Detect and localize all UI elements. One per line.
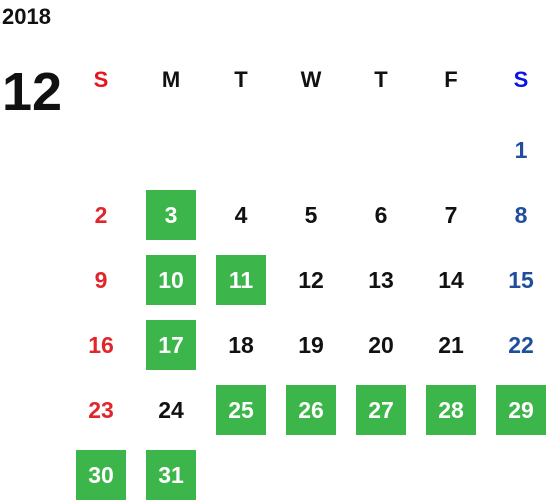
day[interactable]: 8 [514,201,528,228]
day[interactable]: 19 [298,331,324,358]
highlighted-day[interactable]: 27 [356,385,406,435]
day[interactable]: 24 [158,396,184,423]
highlighted-day[interactable]: 29 [496,385,546,435]
day[interactable]: 2 [94,201,108,228]
weekday-header: S [93,67,109,92]
day[interactable]: 6 [374,201,388,228]
day[interactable]: 4 [234,201,248,228]
highlighted-day[interactable]: 25 [216,385,266,435]
highlighted-day[interactable]: 31 [146,450,196,500]
day[interactable]: 18 [228,331,254,358]
day[interactable]: 13 [368,266,394,293]
day[interactable]: 15 [508,266,534,293]
month: 12 [2,62,63,122]
highlighted-day[interactable]: 17 [146,320,196,370]
day[interactable]: 14 [438,266,464,293]
weekday-header: T [234,67,248,92]
day[interactable]: 16 [88,331,114,358]
day[interactable]: 20 [368,331,394,358]
day[interactable]: 22 [508,331,534,358]
highlighted-day[interactable]: 10 [146,255,196,305]
day[interactable]: 7 [444,201,458,228]
day[interactable]: 23 [88,396,114,423]
weekday-header: W [300,67,322,92]
highlighted-day[interactable]: 11 [216,255,266,305]
weekday-header: M [161,67,181,92]
weekday-header: T [374,67,388,92]
day[interactable]: 21 [438,331,464,358]
day[interactable]: 9 [94,266,108,293]
year: 2018 [2,4,51,29]
weekday-header: F [444,67,458,92]
day[interactable]: 12 [298,266,324,293]
highlighted-day[interactable]: 26 [286,385,336,435]
highlighted-day[interactable]: 3 [146,190,196,240]
weekday-header: S [513,67,529,92]
day[interactable]: 5 [304,201,318,228]
highlighted-day[interactable]: 28 [426,385,476,435]
highlighted-day[interactable]: 30 [76,450,126,500]
day[interactable]: 1 [514,136,528,163]
